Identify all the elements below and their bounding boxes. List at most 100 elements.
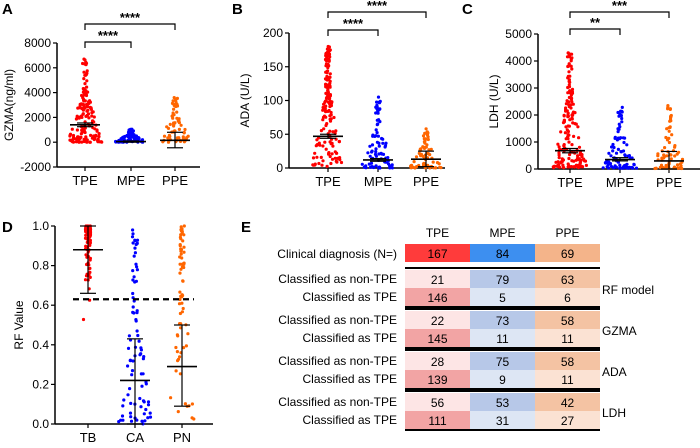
data-point [71, 133, 76, 138]
data-point [374, 164, 378, 168]
y-tick-label: 0.4 [32, 338, 49, 352]
data-point [178, 297, 182, 302]
cell-bg [535, 329, 600, 347]
data-point [130, 369, 135, 373]
data-point [134, 242, 138, 247]
data-point [336, 156, 340, 160]
cell-value: 6 [564, 291, 571, 305]
data-point [551, 165, 555, 169]
data-point [129, 415, 133, 419]
cell-bg [470, 244, 535, 262]
data-point [364, 164, 368, 168]
data-point [131, 305, 135, 309]
data-point [332, 115, 336, 120]
data-point [88, 275, 92, 279]
y-tick-label: 0 [276, 161, 283, 175]
data-point [619, 136, 623, 140]
y-tick-label: 8000 [24, 36, 51, 50]
data-point [178, 244, 182, 248]
data-point [82, 90, 86, 94]
data-point [79, 114, 83, 118]
y-tick-label: 0.2 [32, 377, 49, 391]
significance-label: **** [98, 28, 119, 43]
x-tick-label: MPE [364, 174, 393, 189]
data-point [322, 127, 326, 131]
data-point [166, 126, 171, 130]
data-point [377, 101, 382, 105]
data-point [578, 151, 582, 155]
data-point [138, 396, 142, 401]
data-point [182, 346, 186, 350]
data-point [133, 246, 137, 250]
data-point [171, 99, 175, 103]
cell-value: 11 [561, 373, 574, 387]
data-point [415, 165, 419, 169]
data-point [127, 334, 131, 338]
data-point [172, 107, 176, 111]
data-point [422, 140, 426, 144]
series-mpe [601, 105, 639, 170]
cell-bg [405, 244, 470, 262]
data-point [334, 129, 338, 133]
data-point [126, 346, 131, 350]
data-point [375, 140, 379, 144]
data-point [123, 134, 127, 139]
data-point [618, 166, 622, 170]
data-point [178, 271, 182, 275]
cell-bg [470, 288, 535, 306]
data-point [75, 128, 79, 132]
data-point [583, 159, 587, 163]
data-point [386, 156, 390, 160]
data-point [88, 234, 92, 238]
panel-label-e: E [241, 219, 251, 236]
data-point [565, 55, 570, 59]
data-point [143, 419, 147, 423]
x-tick-label: PPE [162, 173, 188, 188]
data-point [326, 109, 330, 113]
data-point [88, 270, 92, 274]
data-point [313, 162, 317, 166]
data-point [374, 134, 378, 138]
data-point [564, 102, 569, 106]
data-point [175, 102, 179, 107]
data-point [370, 143, 375, 147]
data-point [179, 252, 183, 256]
data-point [172, 122, 176, 126]
row-label: Classified as non-TPE [278, 313, 397, 327]
y-tick-label: 2000 [505, 108, 532, 122]
data-point [84, 60, 88, 64]
data-point [95, 129, 99, 133]
data-point [390, 166, 394, 170]
data-point [623, 154, 627, 158]
cell-bg [470, 411, 535, 429]
cell-value: 58 [561, 314, 575, 328]
data-point [614, 151, 619, 155]
data-point [85, 79, 89, 83]
data-point [618, 125, 622, 129]
series-pn [169, 224, 196, 421]
data-point [325, 95, 329, 99]
data-point [79, 132, 83, 136]
x-tick-label: MPE [606, 175, 635, 190]
data-point [419, 154, 423, 158]
data-point [654, 166, 658, 170]
data-point [376, 108, 380, 112]
y-tick-label: 0.6 [32, 298, 49, 312]
data-point [181, 239, 185, 243]
data-point [170, 101, 175, 105]
data-point [178, 262, 182, 266]
data-point [625, 162, 629, 166]
model-label: ADA [602, 365, 627, 379]
data-point [181, 279, 185, 283]
row-label: Classified as TPE [303, 331, 397, 345]
y-tick-label: 150 [263, 60, 283, 74]
x-tick-label: TPE [72, 173, 98, 188]
data-point [68, 138, 72, 142]
data-point [128, 387, 132, 391]
data-point [428, 153, 432, 157]
data-point [565, 128, 569, 132]
data-point [360, 162, 364, 166]
data-point [378, 120, 382, 124]
data-point [144, 407, 148, 412]
data-point [659, 163, 664, 167]
